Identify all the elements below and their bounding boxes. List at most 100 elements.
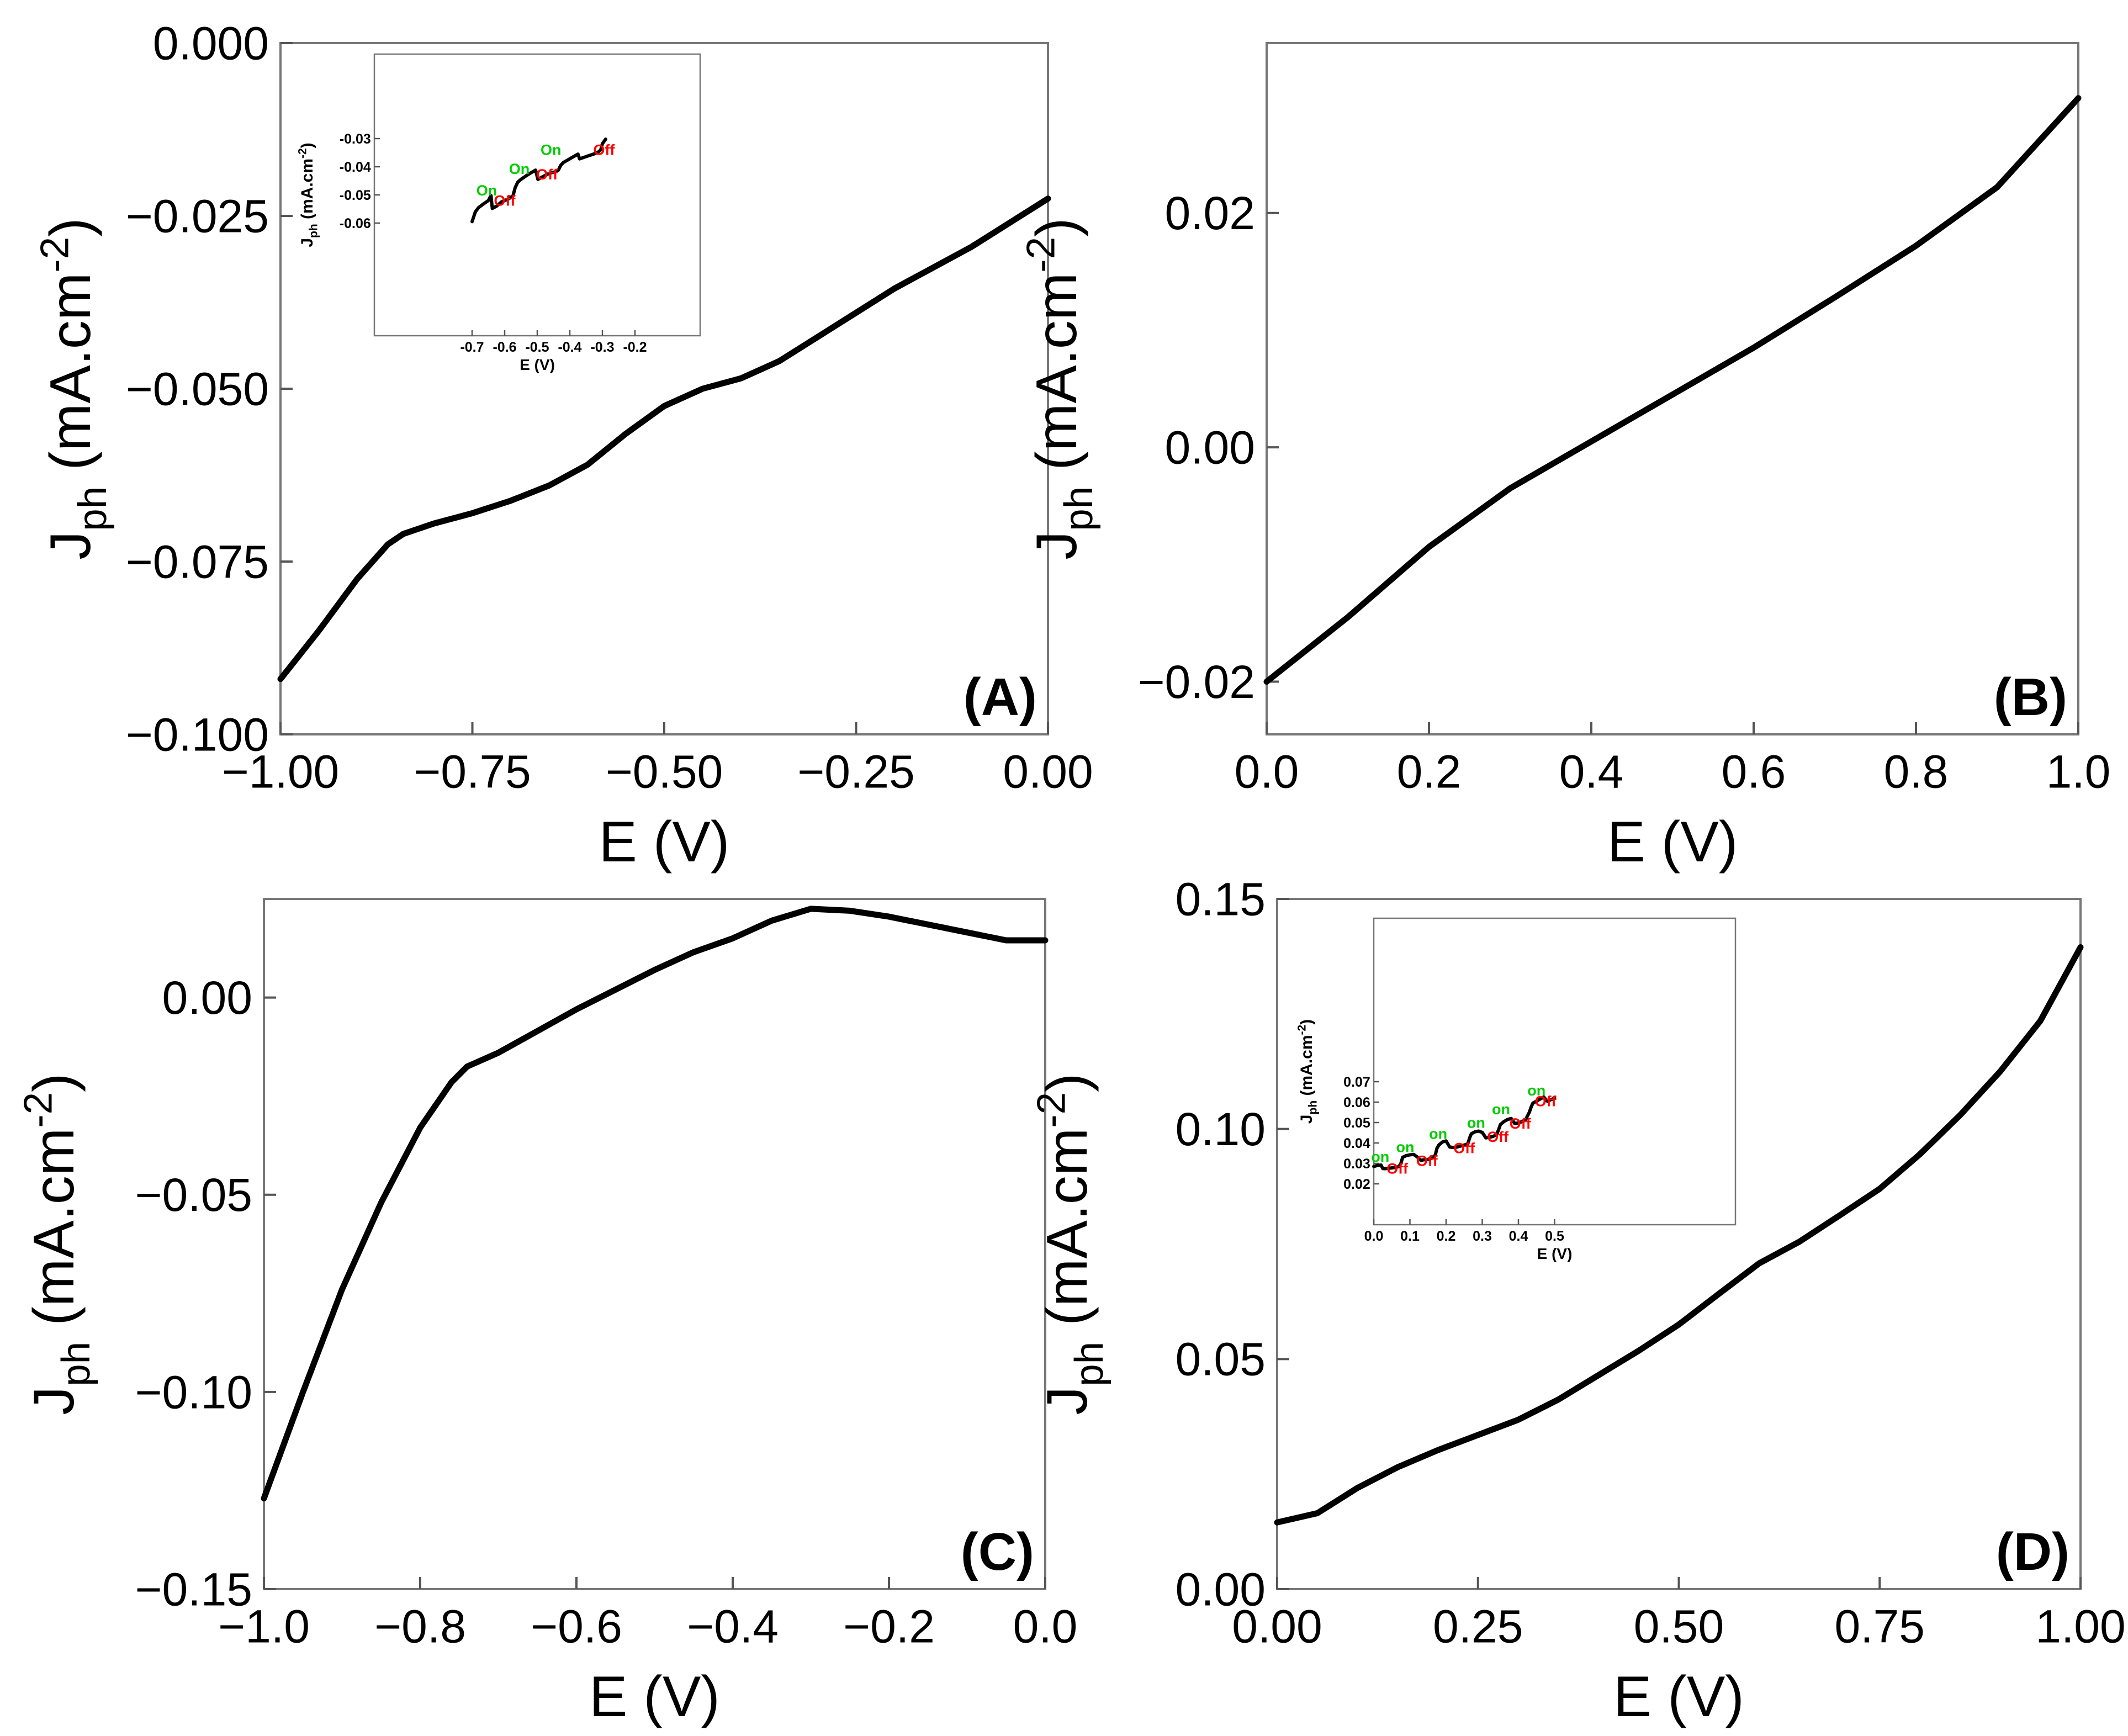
y-tick-label: 0.07 — [1343, 1075, 1370, 1090]
y-axis-label-unit_pre: (mA.cm — [298, 158, 316, 224]
x-tick-label: -0.3 — [590, 340, 614, 355]
y-tick-label: 0.04 — [1343, 1136, 1370, 1151]
data-line-A — [277, 195, 1051, 682]
on-annotation: On — [477, 182, 497, 199]
panel-label: (C) — [961, 1522, 1034, 1581]
x-tick-label: −0.75 — [414, 746, 531, 798]
x-tick-label: 0.50 — [1634, 1601, 1724, 1653]
off-annotation: Off — [536, 166, 558, 183]
off-annotation: Off — [1510, 1115, 1532, 1132]
y-axis-label-sup: -2 — [32, 237, 77, 273]
y-axis-label-main: J — [39, 531, 103, 560]
y-tick-label: -0.06 — [340, 216, 371, 231]
x-tick-label: 1.0 — [2046, 746, 2111, 798]
inset-D: 0.0 0.1 0.2 0.3 0.4 0.5 0.07 0.06 0.05 0.04 0.03 0.… — [1296, 917, 1737, 1262]
x-tick-label: 0.8 — [1884, 746, 1949, 798]
on-annotation: On — [541, 142, 562, 158]
inset-x-axis-label: E (V) — [1537, 1245, 1573, 1262]
x-tick-label: -0.2 — [623, 340, 647, 355]
x-tick-label: −0.50 — [606, 746, 723, 798]
y-axis-label-unit_post: ) — [22, 1073, 86, 1092]
panel-C: −1.0 −0.8 −0.6 −0.4 −0.2 0.0 0.00 −0.05 −0.10 −0.… — [15, 898, 1078, 1729]
inset-A: -0.7 -0.6 -0.5 -0.4 -0.3 -0.2 -0.03 -0.04 -0.05 -… — [297, 53, 701, 373]
off-annotation: Off — [1487, 1129, 1509, 1145]
x-tick-label: 0.00 — [1232, 1601, 1322, 1653]
y-axis-label-sub: ph — [54, 1342, 98, 1386]
y-axis-label-sup: -2 — [297, 148, 309, 158]
x-tick-label: -0.7 — [460, 340, 484, 355]
y-axis-label-unit_pre: (mA.cm — [22, 1128, 86, 1342]
x-axis-label: E (V) — [1607, 810, 1738, 874]
y-axis-label-sup: -2 — [1296, 1025, 1309, 1035]
off-annotation: Off — [1416, 1152, 1438, 1169]
x-tick-label: 0.2 — [1437, 1229, 1456, 1244]
y-axis-label: Jph (mA.cm-2) — [15, 1073, 98, 1415]
y-axis-label-unit_pre: (mA.cm — [1025, 273, 1089, 486]
off-annotation: Off — [1453, 1140, 1475, 1157]
off-annotation: Off — [593, 142, 615, 158]
y-axis-label: Jph (mA.cm-2) — [1029, 1073, 1111, 1415]
y-axis-label-sub: ph — [1306, 1100, 1319, 1115]
x-tick-label: 1.00 — [2035, 1601, 2126, 1653]
x-tick-label: 0.5 — [1545, 1229, 1564, 1244]
x-tick-label: 0.4 — [1559, 746, 1624, 798]
y-tick-label: 0.00 — [1165, 422, 1256, 474]
x-tick-label: −1.0 — [218, 1601, 310, 1653]
panel-label: (B) — [1994, 668, 2067, 727]
panel-B: 0.0 0.2 0.4 0.6 0.8 1.0 0.02 0.00 −0.02 E (V) Jph … — [1018, 42, 2111, 874]
on-annotation: on — [1527, 1082, 1545, 1099]
on-annotation: on — [1492, 1101, 1510, 1118]
y-axis-label-main: J — [1025, 531, 1089, 560]
x-tick-label: 0.2 — [1397, 746, 1462, 798]
y-tick-label: −0.050 — [126, 363, 269, 415]
y-tick-label: 0.03 — [1343, 1156, 1370, 1172]
inset-x-axis-label: E (V) — [520, 356, 555, 373]
data-line-C — [261, 906, 1049, 1502]
y-tick-label: −0.15 — [135, 1563, 252, 1615]
inset-y-axis-label: Jph (mA.cm-2) — [297, 142, 320, 247]
y-axis-label-sup: -2 — [15, 1092, 60, 1128]
x-tick-label: −0.2 — [843, 1601, 935, 1653]
y-axis-label-unit_pre: (mA.cm — [1035, 1128, 1099, 1342]
y-axis-label-main: J — [298, 238, 316, 247]
x-tick-label: 0.1 — [1400, 1229, 1420, 1244]
on-annotation: On — [509, 161, 530, 177]
y-tick-label: −0.025 — [126, 190, 269, 242]
x-tick-label: 0.0 — [1013, 1601, 1078, 1653]
x-tick-label: -0.6 — [493, 340, 516, 355]
y-axis-label-sup: -2 — [1018, 237, 1063, 273]
inset-data-line — [1372, 1095, 1557, 1171]
y-tick-label: -0.03 — [340, 131, 371, 147]
y-axis-label-unit_post: ) — [1025, 218, 1089, 237]
y-axis-label: Jph (mA.cm-2) — [1018, 218, 1101, 559]
y-tick-label: 0.02 — [1343, 1177, 1370, 1192]
inset-y-axis-label: Jph (mA.cm-2) — [1296, 1019, 1320, 1124]
y-axis-label-unit_post: ) — [298, 142, 316, 148]
y-axis-label-sub: ph — [1056, 486, 1101, 531]
data-line-B — [1263, 95, 2082, 685]
off-annotation: Off — [1535, 1093, 1557, 1109]
x-tick-label: 0.3 — [1473, 1229, 1492, 1244]
x-tick-label: −1.00 — [222, 746, 340, 798]
y-tick-label: −0.10 — [135, 1366, 252, 1418]
y-axis-label-sub: ph — [307, 224, 320, 238]
off-annotation: Off — [494, 192, 516, 209]
y-tick-label: 0.00 — [1176, 1563, 1266, 1615]
off-annotation: Off — [1386, 1161, 1409, 1177]
panel-label: (A) — [964, 668, 1037, 727]
y-tick-label: −0.075 — [126, 536, 269, 588]
panel-A: −1.00 −0.75 −0.50 −0.25 0.00 0.000 −0.025 −0.05… — [32, 17, 1093, 874]
x-tick-label: −0.8 — [374, 1601, 466, 1653]
y-tick-label: 0.02 — [1165, 187, 1256, 239]
y-tick-label: -0.04 — [340, 160, 371, 175]
x-tick-label: −0.4 — [687, 1601, 779, 1653]
y-tick-label: −0.02 — [1137, 656, 1255, 708]
x-tick-label: 0.0 — [1364, 1229, 1384, 1244]
on-annotation: on — [1396, 1139, 1414, 1156]
y-axis-label-unit_post: ) — [1035, 1073, 1099, 1092]
x-tick-label: −0.25 — [797, 746, 915, 798]
y-axis-label-main: J — [1035, 1386, 1099, 1415]
plot-frame — [263, 898, 1046, 1590]
y-axis-label-sup: -2 — [1029, 1092, 1073, 1128]
y-axis-label-main: J — [22, 1386, 86, 1415]
